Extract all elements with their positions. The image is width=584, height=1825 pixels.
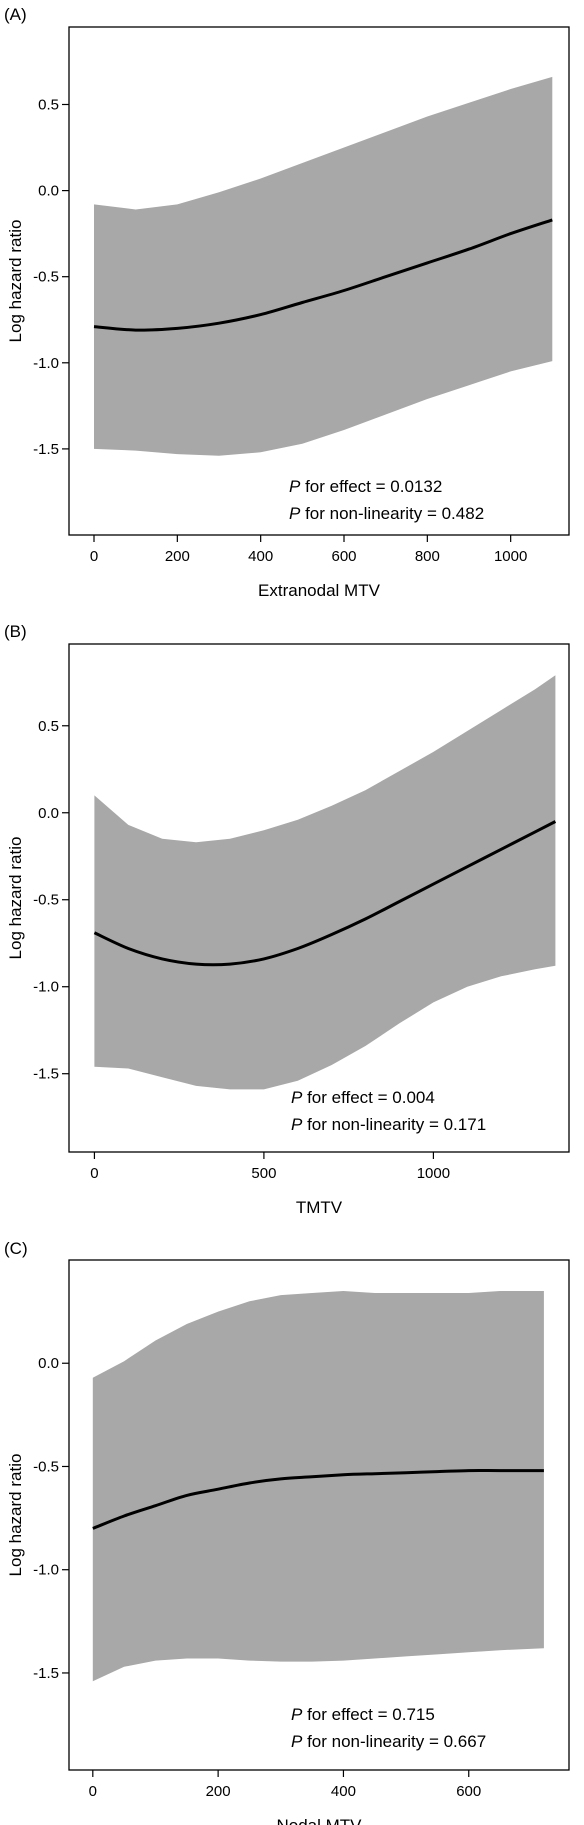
panel-c-y-tick-label: -1.5 bbox=[33, 1665, 59, 1682]
panel-a-annotation-p: P bbox=[289, 477, 301, 496]
panel-a-x-axis-title: Extranodal MTV bbox=[258, 581, 381, 600]
panel-c-x-tick-label: 600 bbox=[456, 1783, 481, 1800]
panel-a-annotation-text: for effect = 0.0132 bbox=[300, 477, 442, 496]
panel-c-annotation-p: P bbox=[291, 1732, 303, 1751]
panel-c-x-tick-label: 400 bbox=[331, 1783, 356, 1800]
panel-c-plot-frame bbox=[68, 1259, 570, 1771]
panel-c-estimate-line bbox=[92, 1469, 544, 1530]
panel-b: (B) 0.5 0.0 -0.5 -1.0 -1.5 0 500 1000 TMTV Log haz… bbox=[4, 622, 570, 1217]
panel-b-x-tick-label: 0 bbox=[90, 1165, 98, 1182]
panel-b-y-tick-label: -1.0 bbox=[33, 979, 59, 996]
panel-c-y-tick-label: -1.0 bbox=[33, 1562, 59, 1579]
panel-b-plot-frame bbox=[68, 643, 570, 1153]
panel-a: (A) 0.5 0.0 -0.5 -1.0 -1.5 0 200 400 600 800 1000 Ex… bbox=[4, 5, 570, 600]
panel-a-x-tick-label: 800 bbox=[415, 548, 440, 565]
panel-c-annotation-text: for effect = 0.715 bbox=[302, 1705, 434, 1724]
panel-a-annotation-text: for non-linearity = 0.482 bbox=[300, 504, 484, 523]
panel-c-y-tick-label: 0.0 bbox=[38, 1355, 59, 1372]
panel-c-annotation-text: for non-linearity = 0.667 bbox=[302, 1732, 486, 1751]
panel-c-y-tick-label: -0.5 bbox=[33, 1458, 59, 1475]
panel-a-y-tick-label: -1.0 bbox=[33, 355, 59, 372]
panel-b-y-tick-label: -0.5 bbox=[33, 892, 59, 909]
panel-a-y-tick-label: -1.5 bbox=[33, 441, 59, 458]
panel-b-annotation-p: P bbox=[291, 1088, 303, 1107]
panel-b-y-axis-title: Log hazard ratio bbox=[6, 837, 25, 960]
panel-a-annotation: P for non-linearity = 0.482 bbox=[289, 504, 484, 523]
panel-c-annotation: P for effect = 0.715 bbox=[291, 1705, 435, 1724]
panel-c-annotation-p: P bbox=[291, 1705, 303, 1724]
panel-b-annotation: P for non-linearity = 0.171 bbox=[291, 1115, 486, 1134]
panel-b-annotation-p: P bbox=[291, 1115, 303, 1134]
panel-a-y-tick-label: 0.0 bbox=[38, 183, 59, 200]
panel-a-x-tick-label: 600 bbox=[331, 548, 356, 565]
panel-b-x-tick-label: 1000 bbox=[417, 1165, 450, 1182]
panel-b-y-tick-label: 0.5 bbox=[38, 718, 59, 735]
panel-a-y-tick-label: -0.5 bbox=[33, 269, 59, 286]
panel-a-y-tick-label: 0.5 bbox=[38, 96, 59, 113]
panel-a-annotation-p: P bbox=[289, 504, 301, 523]
panel-a-estimate-line bbox=[93, 218, 553, 332]
panel-b-x-tick-label: 500 bbox=[251, 1165, 276, 1182]
panel-b-label: (B) bbox=[4, 622, 27, 641]
panel-a-confidence-band bbox=[94, 76, 553, 456]
panel-a-y-axis-title: Log hazard ratio bbox=[6, 220, 25, 343]
panel-b-annotation-text: for effect = 0.004 bbox=[302, 1088, 434, 1107]
panel-a-x-tick-label: 400 bbox=[248, 548, 273, 565]
panel-c-x-axis-title: Nodal MTV bbox=[276, 1816, 362, 1825]
panel-b-annotation-text: for non-linearity = 0.171 bbox=[302, 1115, 486, 1134]
panel-c-confidence-band bbox=[92, 1291, 544, 1682]
panel-b-annotation: P for effect = 0.004 bbox=[291, 1088, 435, 1107]
panel-c-label: (C) bbox=[4, 1239, 28, 1258]
panel-a-x-tick-label: 200 bbox=[165, 548, 190, 565]
panel-a-x-tick-label: 0 bbox=[90, 548, 98, 565]
panel-b-x-axis-title: TMTV bbox=[296, 1198, 343, 1217]
panel-b-confidence-band bbox=[94, 675, 556, 1090]
panel-c-annotation: P for non-linearity = 0.667 bbox=[291, 1732, 486, 1751]
panel-b-y-tick-label: -1.5 bbox=[33, 1066, 59, 1083]
panel-c: (C) 0.0 -0.5 -1.0 -1.5 0 200 400 600 Nodal MTV Log… bbox=[4, 1239, 570, 1825]
panel-a-label: (A) bbox=[4, 5, 27, 24]
panel-b-y-tick-label: 0.0 bbox=[38, 805, 59, 822]
panel-c-x-tick-label: 200 bbox=[206, 1783, 231, 1800]
panel-a-plot-frame bbox=[68, 26, 570, 536]
panel-b-estimate-line bbox=[93, 820, 557, 967]
panel-a-annotation: P for effect = 0.0132 bbox=[289, 477, 442, 496]
panel-c-x-tick-label: 0 bbox=[89, 1783, 97, 1800]
panel-c-y-axis-title: Log hazard ratio bbox=[6, 1454, 25, 1577]
panel-a-x-tick-label: 1000 bbox=[494, 548, 527, 565]
